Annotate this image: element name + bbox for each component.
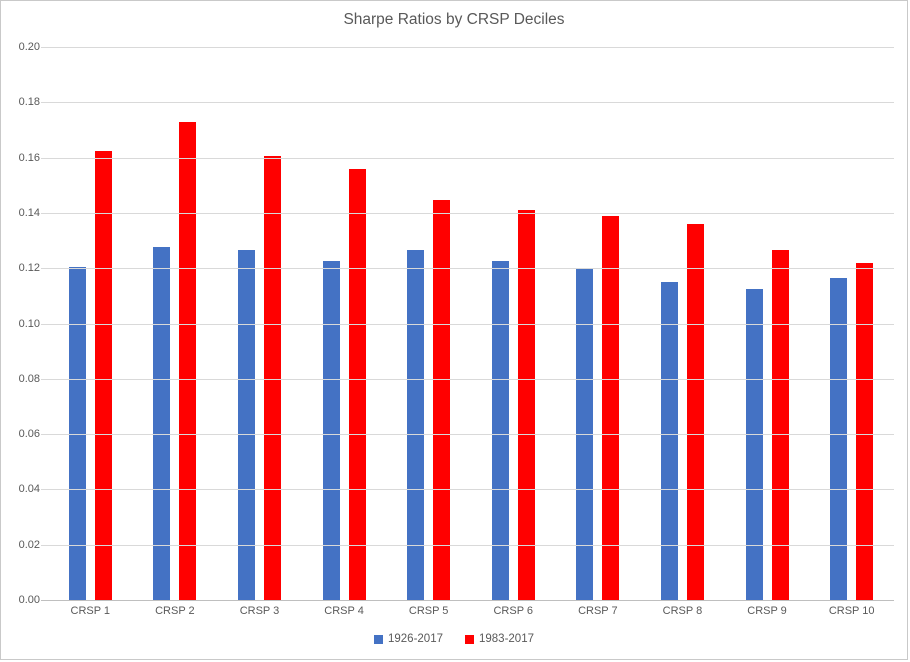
- bar-1926-2017-crsp-10: [830, 277, 848, 600]
- gridline: [41, 212, 894, 214]
- bar-1983-2017-crsp-1: [94, 150, 112, 600]
- y-tick-label: 0.06: [18, 428, 40, 441]
- x-tick-label: CRSP 4: [324, 605, 364, 617]
- x-tick-label: CRSP 9: [747, 605, 787, 617]
- x-tick-label: CRSP 10: [828, 605, 875, 617]
- gridline: [41, 434, 894, 436]
- bar-1983-2017-crsp-6: [517, 210, 535, 600]
- bar-group-crsp-4: [302, 47, 387, 600]
- y-tick-label: 0.02: [18, 538, 40, 551]
- legend-item-1983-2017: 1983-2017: [465, 633, 534, 645]
- gridline: [41, 323, 894, 325]
- x-tick-label: CRSP 8: [662, 605, 703, 617]
- y-tick-label: 0.18: [18, 96, 40, 109]
- y-tick-label: 0.04: [18, 483, 40, 496]
- gridline: [41, 489, 894, 491]
- bar-group-crsp-9: [725, 47, 810, 600]
- plot-area: [41, 47, 894, 601]
- x-tick-label: CRSP 2: [155, 605, 195, 617]
- bar-1926-2017-crsp-2: [153, 247, 171, 600]
- gridline: [41, 102, 894, 104]
- bar-1983-2017-crsp-8: [686, 223, 704, 600]
- x-tick-label: CRSP 7: [578, 605, 618, 617]
- legend: 1926-2017 1983-2017: [1, 633, 907, 645]
- bar-group-crsp-8: [640, 47, 725, 600]
- bar-1926-2017-crsp-9: [745, 288, 763, 600]
- x-axis: CRSP 1 CRSP 2 CRSP 3 CRSP 4 CRSP 5 CRSP 6 CRSP…: [48, 605, 894, 617]
- x-tick-label: CRSP 3: [239, 605, 280, 617]
- bar-1926-2017-crsp-6: [491, 261, 509, 600]
- y-tick-label: 0.10: [18, 317, 40, 330]
- x-tick-label: CRSP 1: [70, 605, 111, 617]
- bar-group-crsp-3: [217, 47, 302, 600]
- bar-1983-2017-crsp-2: [179, 121, 197, 600]
- bar-1983-2017-crsp-4: [348, 168, 366, 600]
- y-tick-label: 0.16: [18, 151, 40, 164]
- y-tick-label: 0.20: [18, 41, 40, 53]
- gridline: [41, 47, 894, 48]
- y-tick-label: 0.08: [18, 372, 40, 385]
- chart-title: Sharpe Ratios by CRSP Deciles: [343, 11, 565, 28]
- bar-1983-2017-crsp-10: [856, 262, 874, 600]
- bar-1926-2017-crsp-3: [237, 250, 255, 600]
- bar-group-crsp-5: [386, 47, 471, 600]
- gridline: [41, 378, 894, 380]
- bar-1983-2017-crsp-9: [771, 250, 789, 600]
- bar-1983-2017-crsp-7: [602, 215, 620, 600]
- bar-1983-2017-crsp-5: [433, 200, 451, 600]
- gridline: [41, 157, 894, 159]
- bar-1926-2017-crsp-5: [407, 250, 425, 600]
- legend-label: 1983-2017: [479, 633, 534, 645]
- legend-swatch-icon: [465, 634, 474, 644]
- x-axis-line: [41, 600, 894, 601]
- bar-group-crsp-1: [48, 47, 133, 600]
- bar-1926-2017-crsp-8: [660, 282, 678, 600]
- bar-1926-2017-crsp-4: [322, 261, 340, 600]
- bar-1926-2017-crsp-1: [68, 266, 86, 600]
- bar-1983-2017-crsp-3: [263, 156, 281, 600]
- bar-group-crsp-10: [809, 47, 894, 600]
- x-tick-label: CRSP 6: [493, 605, 534, 617]
- x-tick-label: CRSP 5: [408, 605, 449, 617]
- y-tick-label: 0.00: [18, 594, 40, 606]
- legend-swatch-icon: [374, 634, 383, 644]
- bar-group-crsp-2: [133, 47, 218, 600]
- bar-group-crsp-6: [471, 47, 556, 600]
- y-tick-label: 0.12: [18, 262, 40, 275]
- gridline: [41, 268, 894, 270]
- legend-label: 1926-2017: [388, 633, 443, 645]
- y-tick-label: 0.14: [18, 206, 40, 219]
- gridline: [41, 544, 894, 546]
- legend-item-1926-2017: 1926-2017: [374, 633, 443, 645]
